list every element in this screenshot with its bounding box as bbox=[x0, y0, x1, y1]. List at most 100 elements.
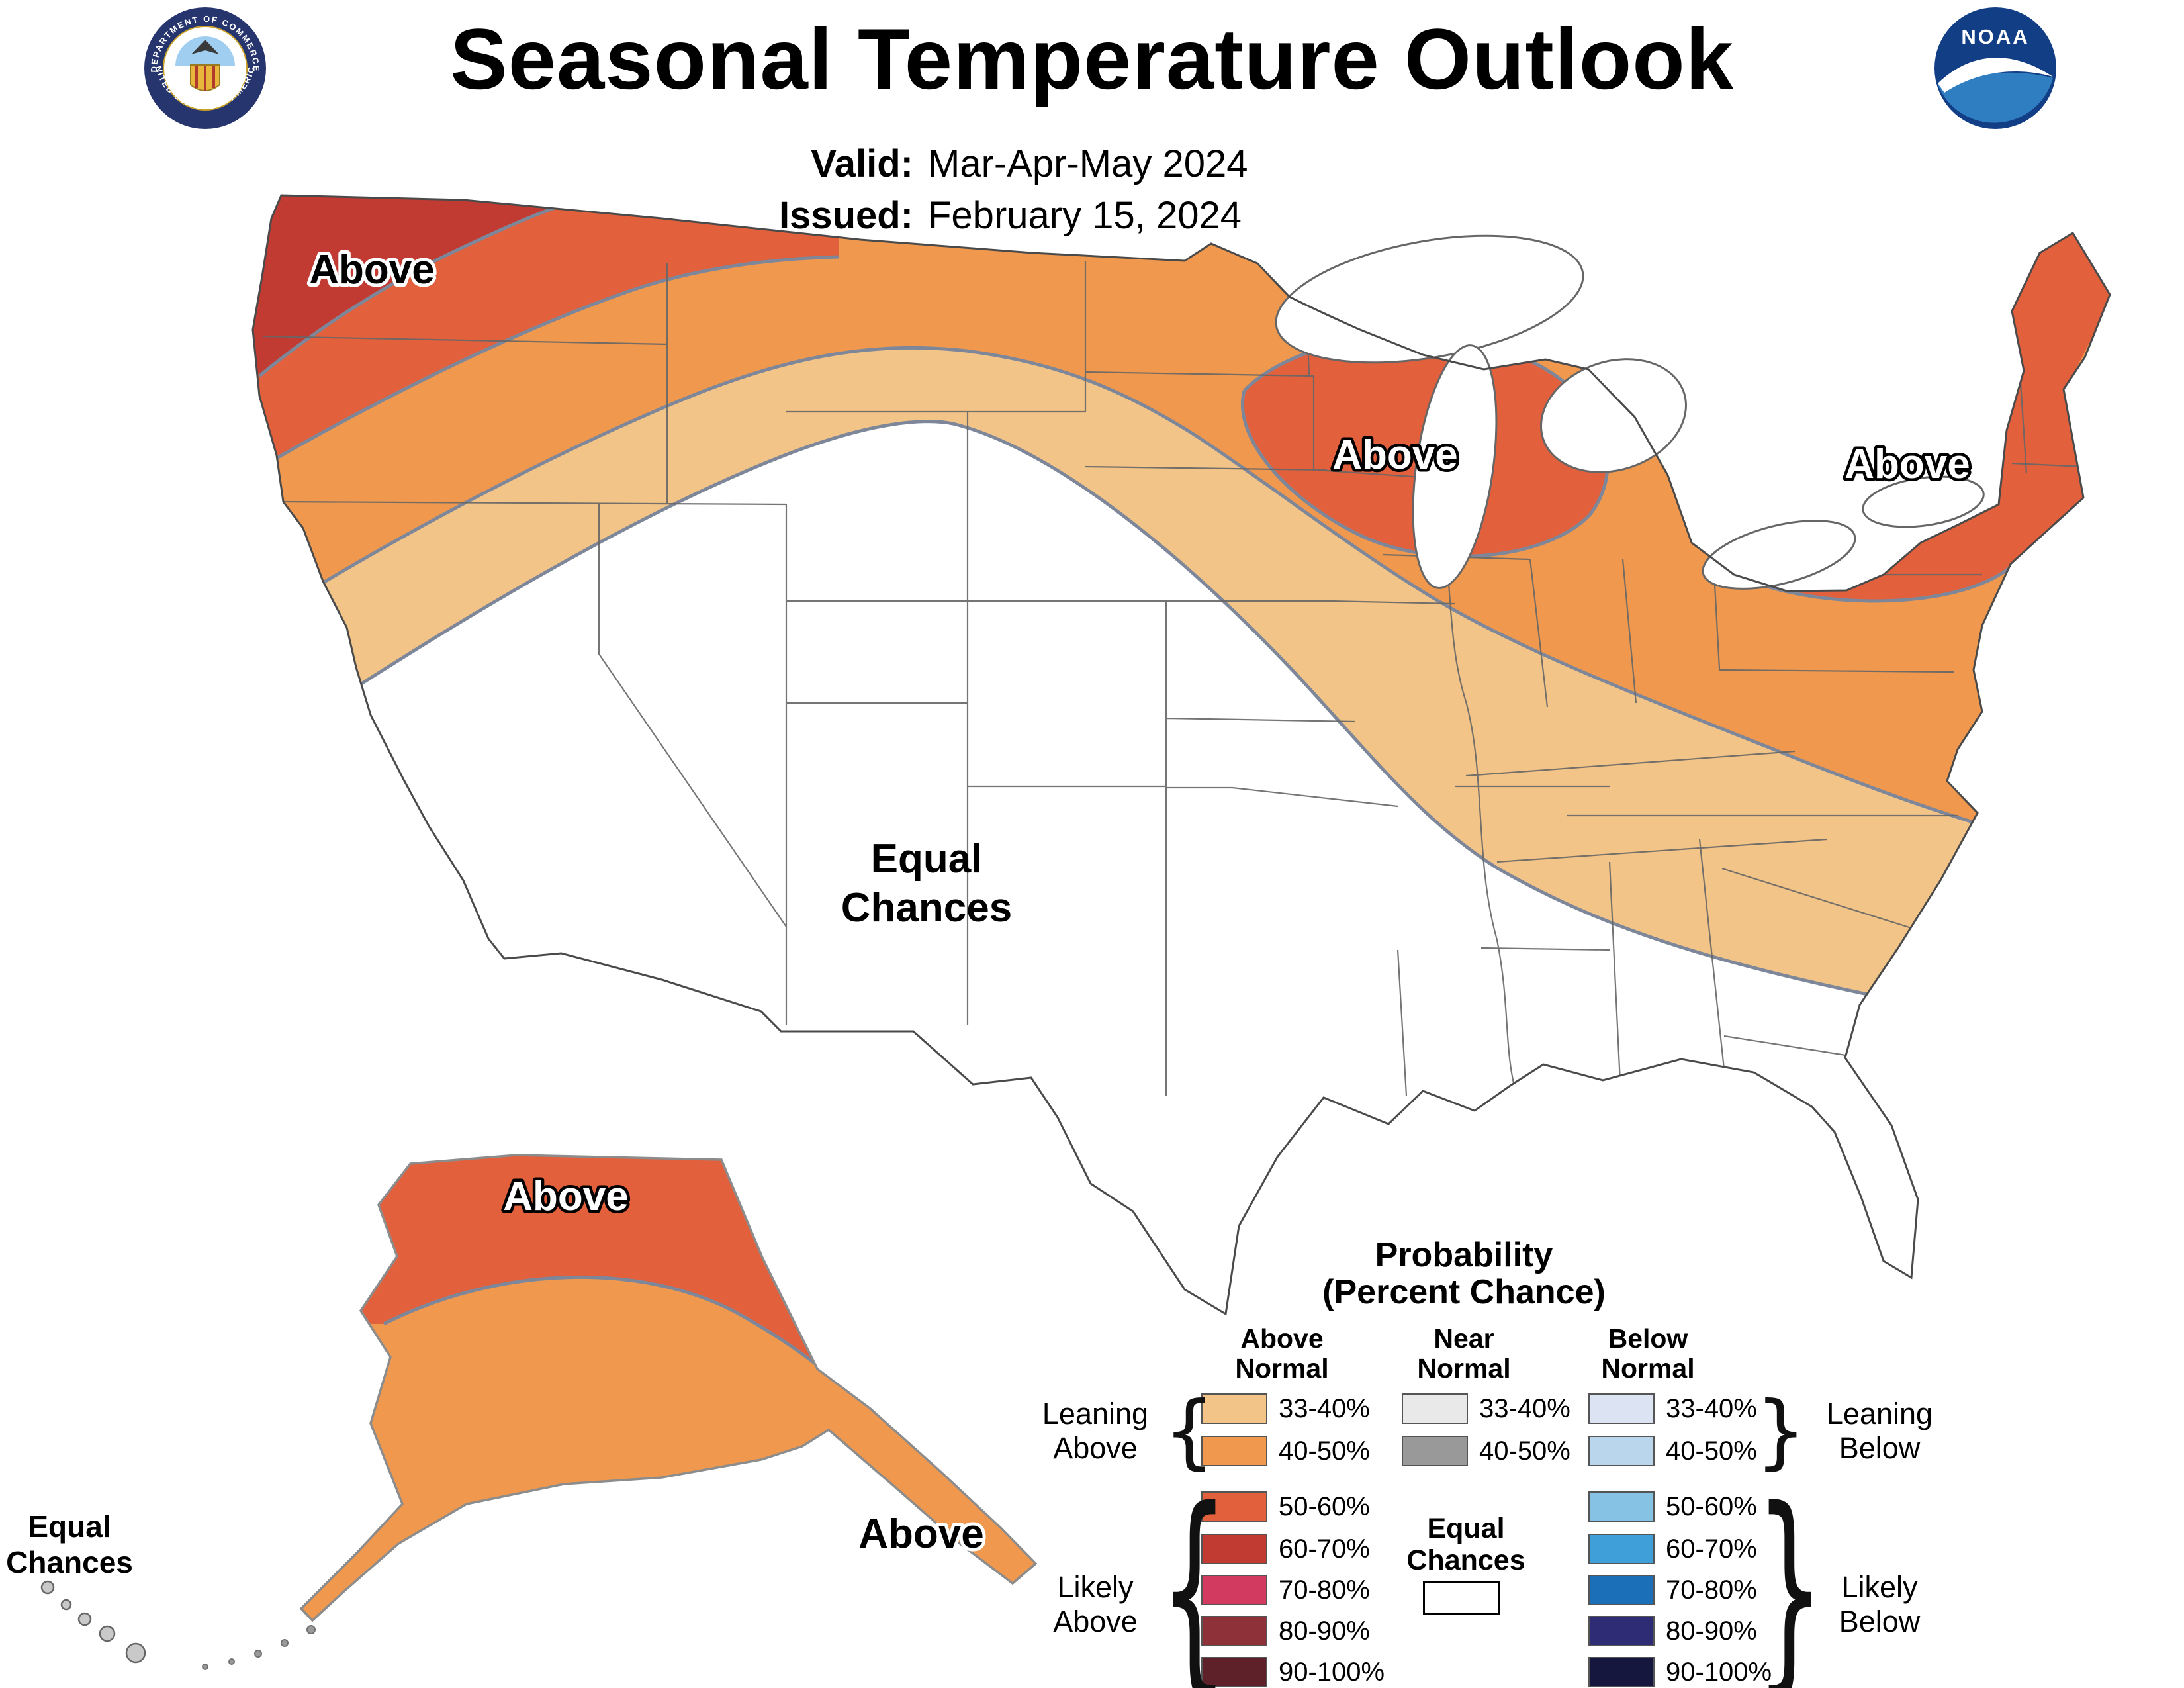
leaning-above-line1: Leaning bbox=[1042, 1397, 1149, 1430]
legend-likely-below: Likely Below bbox=[1807, 1570, 1952, 1639]
label-alaska-panhandle-above: Above bbox=[858, 1511, 983, 1557]
lake-erie-icon bbox=[1702, 520, 1856, 590]
label-above-50-60: 50-60% bbox=[1279, 1492, 1370, 1521]
swatch-equal-chances bbox=[1423, 1581, 1500, 1615]
col-below-line1: Below bbox=[1608, 1323, 1688, 1354]
swatch-above-60-70 bbox=[1201, 1534, 1267, 1564]
page-title: Seasonal Temperature Outlook bbox=[450, 11, 1734, 107]
col-above-line2: Normal bbox=[1235, 1353, 1329, 1383]
legend-likely-above: Likely Above bbox=[1023, 1570, 1168, 1639]
noaa-logo-text: NOAA bbox=[1961, 25, 2029, 48]
label-below-60-70: 60-70% bbox=[1666, 1534, 1757, 1564]
label-near-33-40: 33-40% bbox=[1479, 1394, 1570, 1423]
swatch-below-40-50 bbox=[1588, 1436, 1655, 1466]
swatch-below-60-70 bbox=[1588, 1534, 1655, 1564]
great-lakes bbox=[1275, 234, 1985, 590]
brace-likely-above-icon: { bbox=[1160, 1462, 1229, 1688]
swatch-above-40-50 bbox=[1201, 1436, 1267, 1466]
legend-equal-line2: Chances bbox=[1406, 1544, 1525, 1576]
label-above-60-70: 60-70% bbox=[1279, 1534, 1370, 1564]
legend-equal-chances-label: Equal Chances bbox=[1383, 1513, 1549, 1576]
aleutian-islands-icon bbox=[202, 1625, 316, 1670]
legend-leaning-above: Leaning Above bbox=[1023, 1397, 1168, 1466]
swatch-below-50-60 bbox=[1588, 1491, 1655, 1522]
label-above-33-40: 33-40% bbox=[1279, 1394, 1370, 1423]
leaning-below-line1: Leaning bbox=[1826, 1397, 1933, 1430]
brace-leaning-below-icon: } bbox=[1755, 1384, 1807, 1478]
swatch-above-90-100 bbox=[1201, 1657, 1267, 1687]
alaska-contour bbox=[383, 1275, 837, 1382]
label-below-80-90: 80-90% bbox=[1666, 1617, 1757, 1646]
label-conus-equal-line1: Equal bbox=[871, 836, 983, 882]
noaa-logo: NOAA bbox=[1934, 7, 2056, 129]
legend-title-line2: (Percent Chance) bbox=[1322, 1273, 1606, 1311]
swatch-above-80-90 bbox=[1201, 1616, 1267, 1646]
legend-col-above-normal: Above Normal bbox=[1196, 1324, 1368, 1383]
likely-above-line2: Above bbox=[1053, 1605, 1138, 1638]
swatch-below-90-100 bbox=[1588, 1657, 1655, 1687]
seal-eagle-icon bbox=[191, 40, 219, 54]
legend-equal-line1: Equal bbox=[1427, 1513, 1505, 1544]
legend-leaning-below: Leaning Below bbox=[1807, 1397, 1952, 1466]
label-below-90-100: 90-100% bbox=[1666, 1658, 1772, 1687]
alaska-outline bbox=[299, 1154, 1038, 1622]
legend-title: Probability (Percent Chance) bbox=[1298, 1237, 1629, 1311]
issued-label: Issued: bbox=[778, 194, 913, 237]
legend-col-below-normal: Below Normal bbox=[1562, 1324, 1734, 1383]
swatch-above-50-60 bbox=[1201, 1491, 1267, 1522]
hawaii-islands-icon bbox=[40, 1580, 146, 1664]
label-hawaii-equal-line2: Chances bbox=[6, 1545, 133, 1579]
label-below-50-60: 50-60% bbox=[1666, 1492, 1757, 1521]
label-above-90-100: 90-100% bbox=[1279, 1658, 1385, 1687]
label-below-70-80: 70-80% bbox=[1666, 1575, 1757, 1605]
lake-superior-icon bbox=[1275, 234, 1584, 364]
col-near-line1: Near bbox=[1433, 1323, 1494, 1354]
label-below-40-50: 40-50% bbox=[1666, 1436, 1757, 1466]
likely-below-line1: Likely bbox=[1841, 1570, 1918, 1604]
label-hawaii-equal-line1: Equal bbox=[28, 1509, 111, 1544]
col-below-line2: Normal bbox=[1601, 1353, 1695, 1383]
swatch-below-80-90 bbox=[1588, 1616, 1655, 1646]
swatch-below-33-40 bbox=[1588, 1393, 1655, 1424]
swatch-above-33-40 bbox=[1201, 1393, 1267, 1424]
lake-ontario-icon bbox=[1862, 475, 1985, 528]
swatch-near-40-50 bbox=[1402, 1436, 1468, 1466]
leaning-below-line2: Below bbox=[1839, 1431, 1921, 1465]
seal-stripes bbox=[195, 66, 215, 91]
alaska bbox=[202, 1154, 1038, 1670]
swatch-above-70-80 bbox=[1201, 1575, 1267, 1605]
noaa-lower bbox=[1938, 72, 2053, 123]
valid-value: Mar-Apr-May 2024 bbox=[928, 142, 1248, 185]
seal-sky bbox=[175, 36, 235, 66]
label-above-70-80: 70-80% bbox=[1279, 1575, 1370, 1605]
likely-below-line2: Below bbox=[1839, 1605, 1921, 1638]
noaa-seagull-icon bbox=[1938, 58, 2053, 93]
col-above-line1: Above bbox=[1240, 1323, 1324, 1354]
label-above-40-50: 40-50% bbox=[1279, 1436, 1370, 1466]
brace-leaning-above-icon: { bbox=[1163, 1384, 1215, 1478]
leaning-above-line2: Above bbox=[1053, 1431, 1138, 1465]
swatch-near-33-40 bbox=[1402, 1393, 1468, 1424]
lake-michigan-icon bbox=[1412, 344, 1498, 589]
label-near-40-50: 40-50% bbox=[1479, 1436, 1570, 1466]
issued-value: February 15, 2024 bbox=[928, 194, 1242, 237]
legend-col-near-normal: Near Normal bbox=[1378, 1324, 1550, 1383]
valid-label: Valid: bbox=[811, 142, 913, 185]
swatch-below-70-80 bbox=[1588, 1575, 1655, 1605]
state-boundaries bbox=[263, 261, 2084, 1096]
conus-outline bbox=[251, 194, 2111, 1316]
legend-title-line1: Probability bbox=[1375, 1236, 1553, 1274]
label-northeast-above: Above bbox=[1844, 442, 1970, 487]
brace-likely-below-icon: } bbox=[1755, 1462, 1825, 1688]
label-pnw-above: Above bbox=[309, 247, 434, 293]
label-below-33-40: 33-40% bbox=[1666, 1394, 1757, 1423]
label-alaska-above: Above bbox=[503, 1174, 628, 1219]
doc-seal: DEPARTMENT OF COMMERCE UNITED STATES OF … bbox=[142, 5, 266, 129]
col-near-line2: Normal bbox=[1417, 1353, 1511, 1383]
label-conus-equal-line2: Chances bbox=[841, 885, 1012, 931]
label-above-80-90: 80-90% bbox=[1279, 1617, 1370, 1646]
label-great-lakes-above: Above bbox=[1332, 432, 1457, 478]
likely-above-line1: Likely bbox=[1057, 1570, 1134, 1604]
